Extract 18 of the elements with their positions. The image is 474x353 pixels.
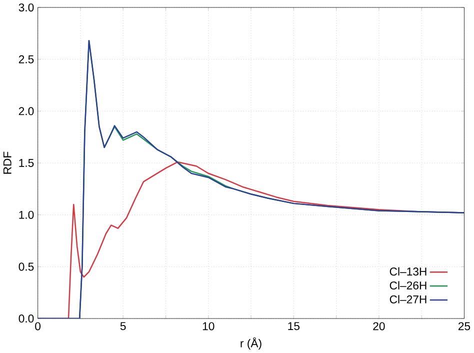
x-tick-label: 0 <box>35 322 41 330</box>
y-tick-label: 1.0 <box>19 210 34 219</box>
y-tick-label: 3.0 <box>18 3 34 12</box>
y-tick-label: 0.0 <box>18 314 34 323</box>
x-tick-label: 15 <box>288 322 300 330</box>
x-tick-label: 5 <box>120 322 126 330</box>
x-tick-label: 20 <box>373 322 385 330</box>
y-tick-label: 2.5 <box>18 55 34 64</box>
legend-label: Cl–26H <box>390 281 426 290</box>
legend-label: Cl–27H <box>390 295 426 304</box>
y-tick-label: 0.5 <box>18 262 34 271</box>
x-tick-label: 25 <box>458 322 470 330</box>
legend-label: Cl–13H <box>390 267 426 276</box>
x-axis-title: r (Å) <box>240 337 262 350</box>
y-tick-label: 2.0 <box>18 107 34 116</box>
y-axis-title: RDF <box>3 152 12 174</box>
y-tick-label: 1.5 <box>19 159 34 167</box>
x-tick-label: 10 <box>202 322 214 330</box>
